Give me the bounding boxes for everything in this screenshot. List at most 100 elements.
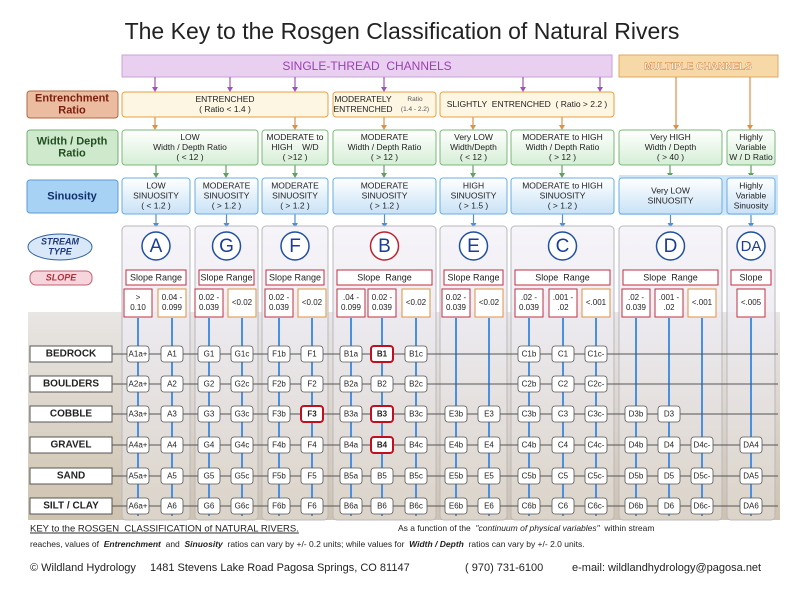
stream-cell (739, 497, 763, 515)
slope-box (736, 288, 766, 318)
stream-cell-label: E4 (484, 441, 494, 450)
sinuosity-text: SINUOSITY (272, 190, 318, 200)
stream-cell (300, 345, 324, 363)
stream-cell-label: C6c- (588, 502, 605, 511)
arrow-head (292, 87, 298, 92)
stream-cell (230, 345, 254, 363)
stream-cell (477, 467, 501, 485)
row-label-box (26, 129, 119, 166)
arrow-head (559, 125, 565, 130)
stream-cell (160, 405, 184, 423)
stream-cell (624, 436, 648, 454)
stream-cell-label: B5 (377, 472, 387, 481)
stream-cell-label: B3a (344, 410, 359, 419)
width-depth-text: Width / Depth (645, 142, 697, 152)
stream-cell-label: D5 (664, 472, 675, 481)
sinuosity-box (510, 177, 615, 215)
stream-cell (517, 467, 541, 485)
stream-cell (339, 467, 363, 485)
stream-cell (267, 345, 291, 363)
sinuosity-text: ( > 1.5 ) (459, 200, 489, 210)
stream-cell (690, 497, 714, 515)
sinuosity-text: SINUOSITY (362, 190, 408, 200)
stream-cell-label: B1 (377, 350, 388, 359)
slope-header (514, 269, 611, 286)
stream-cell (300, 497, 324, 515)
stream-cell (160, 375, 184, 393)
stream-cell (300, 405, 324, 423)
stream-cell (267, 436, 291, 454)
width-depth-text: ( < 12 ) (460, 152, 487, 162)
arrow-head (673, 125, 679, 130)
stream-cell (657, 405, 681, 423)
entrenchment-text: ENTRENCHED (195, 94, 254, 104)
width-depth-text: Width / Depth Ratio (526, 142, 600, 152)
stream-cell (477, 405, 501, 423)
entrenchment-box (439, 91, 615, 118)
row-label-box (26, 179, 119, 214)
stream-cell (300, 375, 324, 393)
stream-cell-label: F2b (272, 380, 286, 389)
stream-cell (300, 436, 324, 454)
stream-cell (126, 375, 150, 393)
slope-header-text: Slope Range (447, 272, 499, 282)
stream-cell-label: D5b (629, 472, 644, 481)
slope-box (621, 288, 651, 318)
width-depth-box (618, 129, 723, 166)
stream-cell-label: B2 (377, 380, 387, 389)
stream-cell (690, 436, 714, 454)
stream-cell (404, 497, 428, 515)
arrow-head (747, 125, 753, 130)
slope-box (336, 288, 366, 318)
stream-cell (517, 497, 541, 515)
stream-cell (584, 497, 608, 515)
stream-cell (160, 345, 184, 363)
footer-note-part: reaches, values of (30, 539, 104, 549)
stream-cell (739, 436, 763, 454)
sinuosity-box (194, 177, 259, 215)
stream-cell-label: A2 (167, 380, 177, 389)
slope-box (401, 288, 431, 318)
footer-contact: © Wildland Hydrology (30, 562, 136, 574)
slope-header-text: Slope Range (535, 272, 590, 282)
stream-cell (160, 497, 184, 515)
stream-cell-label: F6b (272, 502, 286, 511)
stream-cell-label: C3c- (588, 410, 605, 419)
stream-cell (126, 405, 150, 423)
stream-cell (404, 436, 428, 454)
material-label: SAND (57, 471, 85, 482)
arrow-head (559, 173, 565, 178)
width-depth-text: ( > 40 ) (657, 152, 684, 162)
stream-cell-label: F2 (307, 380, 317, 389)
stream-cell (370, 497, 394, 515)
slope-value: 0.039 (372, 303, 393, 312)
slope-value: 0.099 (341, 303, 362, 312)
stream-cell-label: A3 (167, 410, 177, 419)
footer-contact: 1481 Stevens Lake Road Pagosa Springs, C… (150, 562, 410, 574)
slope-header-text: Slope Range (130, 272, 182, 282)
stream-type-circle (736, 231, 766, 261)
stream-type-circle (547, 231, 578, 261)
stream-cell (551, 405, 575, 423)
slope-value: <.005 (741, 298, 762, 307)
sinuosity-text: ( > 1.2 ) (280, 200, 310, 210)
sinuosity-text: MODERATE (361, 180, 409, 190)
width-depth-text: Variable (736, 142, 767, 152)
stream-cell-label: F4 (307, 441, 317, 450)
stream-cell-label: DA5 (743, 472, 759, 481)
arrow-head (470, 173, 476, 178)
row-label: Ratio (58, 104, 86, 116)
stream-cell-label: F3 (307, 410, 317, 419)
stream-cell (517, 345, 541, 363)
sinuosity-text: ( > 1.2 ) (212, 200, 242, 210)
stream-cell (444, 436, 468, 454)
slope-box (548, 288, 578, 318)
stream-cell (584, 467, 608, 485)
material-label-box (29, 497, 113, 515)
footer-note-part: As a function of the (398, 523, 476, 533)
material-label: GRAVEL (51, 440, 92, 451)
stream-cell-label: C6 (558, 502, 569, 511)
slope-value: <0.02 (406, 298, 427, 307)
row-label: Sinuosity (47, 190, 97, 202)
stream-cell (551, 467, 575, 485)
